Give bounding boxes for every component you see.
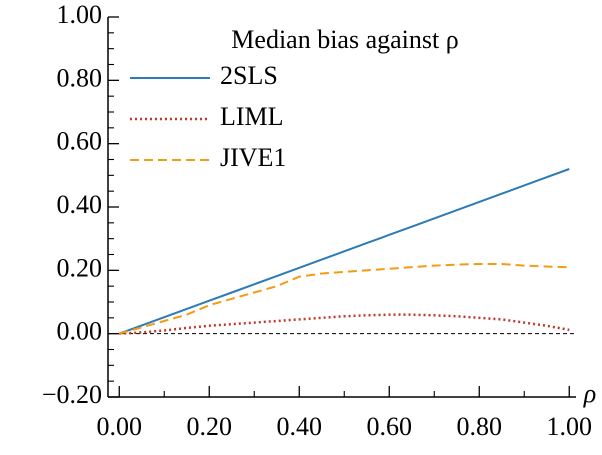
x-tick-label: 0.20 (187, 412, 233, 441)
y-tick-label: 0.00 (57, 317, 103, 346)
y-tick-label: 0.80 (57, 63, 103, 92)
y-tick-label: 1.00 (57, 0, 103, 29)
legend-title: Median bias against ρ (231, 25, 458, 54)
x-axis-label: ρ (583, 379, 596, 408)
y-tick-label: 0.40 (57, 190, 103, 219)
x-tick-label: 0.00 (97, 412, 143, 441)
x-tick-label: 1.00 (547, 412, 593, 441)
series-line (118, 263, 570, 335)
series-line (119, 313, 570, 335)
x-tick-label: 0.60 (367, 412, 413, 441)
x-tick-label: 0.80 (457, 412, 503, 441)
y-tick-label: 0.60 (57, 127, 103, 156)
legend-label: LIML (220, 102, 284, 131)
series-line (118, 168, 570, 335)
legend-label: 2SLS (220, 61, 278, 90)
legend-label: JIVE1 (220, 143, 286, 172)
y-tick-label: −0.20 (42, 380, 102, 409)
x-tick-label: 0.40 (277, 412, 323, 441)
y-tick-label: 0.20 (57, 253, 103, 282)
